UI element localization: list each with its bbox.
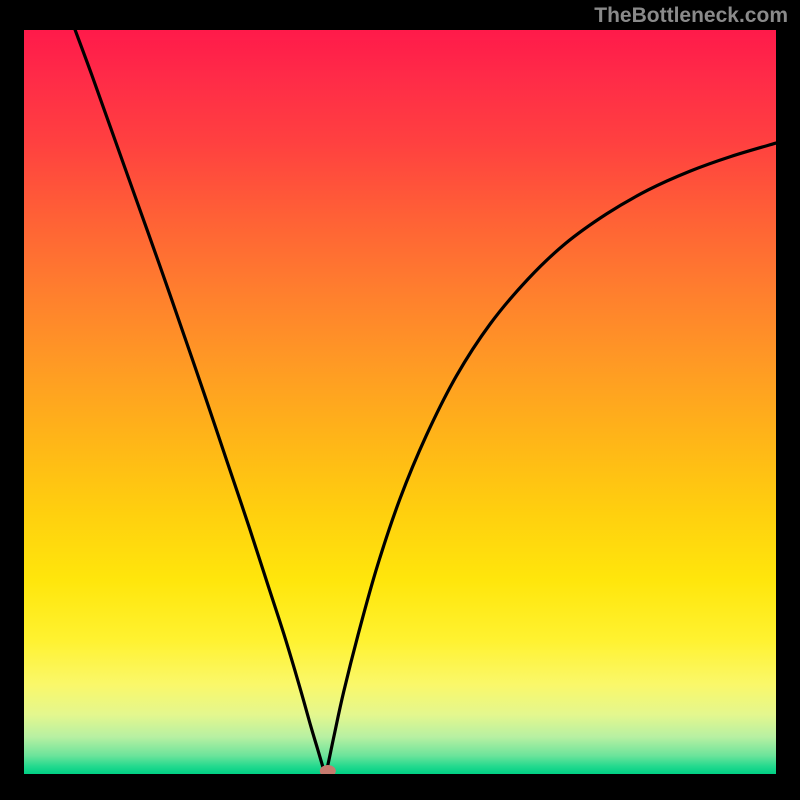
chart-container: TheBottleneck.com <box>0 0 800 800</box>
curve-right-branch <box>325 143 776 774</box>
curve-layer <box>24 30 776 774</box>
watermark-text: TheBottleneck.com <box>594 4 788 28</box>
curve-left-branch <box>75 30 325 774</box>
plot-area <box>24 30 776 774</box>
